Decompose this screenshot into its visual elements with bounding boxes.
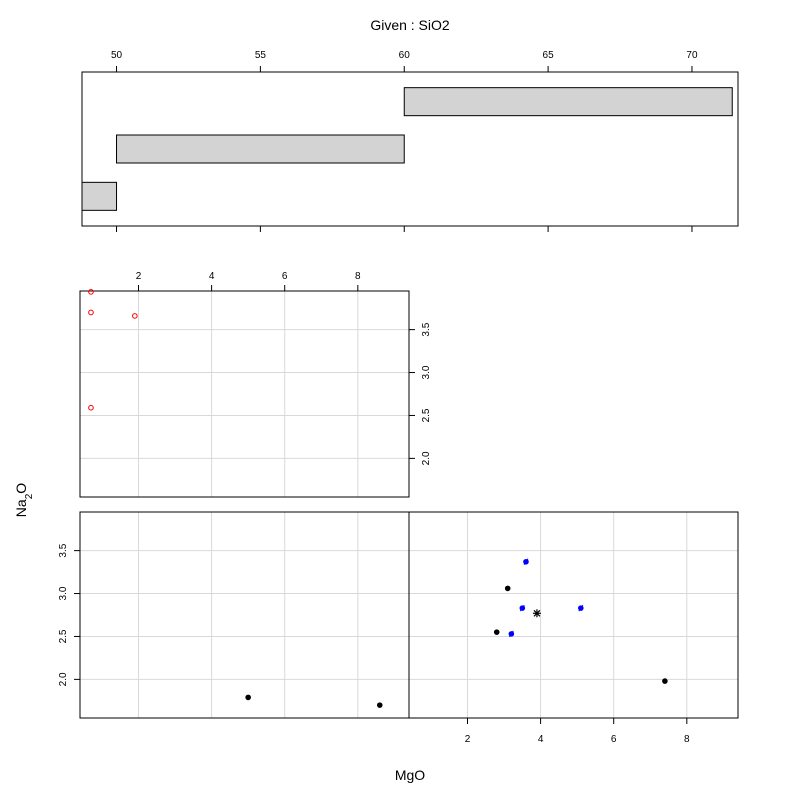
panel-frame: [408, 511, 739, 719]
x-tick-label: 6: [282, 271, 288, 282]
panel-bottom-left: 2.0 2.5 3.0 3.5: [58, 511, 410, 719]
x-tick-label: 8: [684, 734, 690, 745]
x-tick-label: 8: [355, 271, 361, 282]
given-tick-label: 60: [399, 50, 411, 61]
data-point: [132, 313, 138, 319]
given-tick-label: 65: [543, 50, 555, 61]
y-tick-label: 2.5: [58, 629, 69, 643]
data-point-black: [493, 629, 500, 635]
y-tick-label: 3.5: [421, 322, 432, 336]
scatter-panels: 2 4 6 8 2.0 2.5 3.0 3.5 2.0 2.5 3.0 3.5 2 4 6 8: [58, 271, 739, 745]
given-interval-bar: [116, 134, 405, 164]
panel-frame: [79, 511, 410, 719]
data-point: [245, 694, 251, 701]
data-point-blue-mark: [578, 604, 584, 612]
data-point-star: [532, 609, 541, 618]
given-tick-label: 70: [686, 50, 698, 61]
data-point-black: [504, 585, 511, 592]
given-tick-label: 55: [255, 50, 267, 61]
x-axis-label: MgO: [395, 767, 425, 783]
x-tick-label: 4: [538, 734, 544, 745]
y-tick-label: 3.0: [58, 586, 69, 600]
given-interval-bar: [403, 87, 733, 117]
panel-bottom-right: 2 4 6 8: [408, 511, 739, 745]
data-point: [376, 702, 383, 708]
data-point: [88, 404, 94, 411]
y-tick-label: 3.0: [421, 365, 432, 379]
panel-top-left: 2 4 6 8 2.0 2.5 3.0 3.5: [79, 271, 432, 498]
data-point-blue-mark: [523, 558, 529, 566]
data-point: [88, 289, 94, 295]
data-point-blue-mark: [508, 630, 514, 638]
y-tick-label: 2.0: [58, 672, 69, 686]
x-tick-label: 6: [611, 734, 617, 745]
given-tick-label: 50: [111, 50, 123, 61]
data-point-black: [662, 678, 668, 684]
data-point-blue-mark: [519, 604, 525, 612]
given-panel: 50 55 60 65 70: [81, 50, 739, 232]
y-tick-label: 2.5: [421, 408, 432, 422]
given-title: Given : SiO2: [370, 17, 450, 33]
star-stroke: [533, 609, 541, 617]
y-axis-label: Na2O: [13, 483, 35, 517]
x-tick-label: 2: [136, 271, 142, 282]
x-tick-label: 4: [209, 271, 215, 282]
given-frame: [81, 71, 739, 227]
y-tick-label: 2.0: [421, 451, 432, 465]
x-tick-label: 2: [465, 734, 471, 745]
given-interval-bar: [81, 181, 118, 211]
panel-frame: [79, 290, 410, 498]
y-tick-label: 3.5: [58, 543, 69, 557]
data-point: [88, 309, 94, 316]
